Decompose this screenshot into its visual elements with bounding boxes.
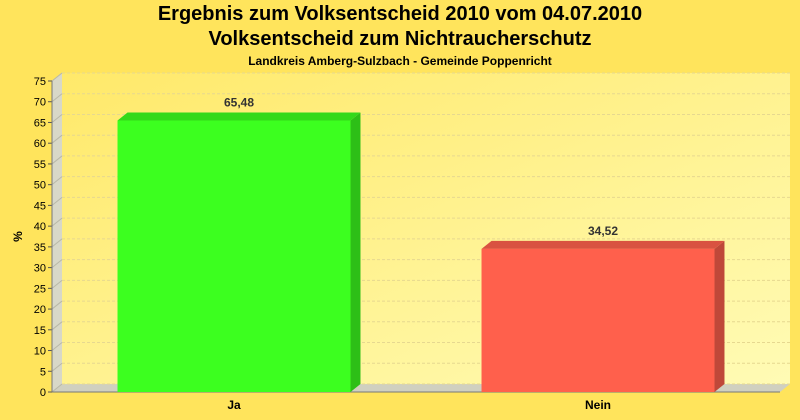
x-category-label: Nein (585, 398, 611, 412)
gridline-side (51, 93, 63, 103)
bar-value-label: 65,48 (224, 95, 254, 109)
chart-title: Ergebnis zum Volksentscheid 2010 vom 04.… (157, 3, 643, 25)
y-tick-label: 70 (34, 97, 46, 109)
bar-side-face (350, 112, 361, 393)
y-tick-label: 5 (40, 366, 46, 378)
bar-value-label: 34,52 (588, 224, 618, 238)
gridline-side (51, 72, 63, 82)
gridline-side (51, 114, 63, 123)
y-tick-label: 10 (34, 346, 46, 358)
gridline-side (51, 321, 63, 331)
bar-nein (481, 240, 725, 392)
y-tick-label: 45 (34, 200, 46, 212)
bar-ja (117, 112, 361, 393)
gridline-side (51, 217, 63, 227)
plot-side-wall (52, 73, 62, 392)
y-tick-label: 40 (34, 221, 46, 233)
gridline-side (51, 300, 63, 310)
y-tick-label: 55 (34, 159, 46, 171)
y-tick-label: 25 (34, 283, 46, 295)
bar-top-face (481, 240, 725, 249)
gridline-side (51, 383, 63, 393)
chart-subsubtitle: Landkreis Amberg-Sulzbach - Gemeinde Pop… (248, 54, 552, 68)
gridline-side (51, 155, 63, 165)
gridline-side (51, 197, 63, 206)
y-tick-label: 50 (34, 180, 46, 192)
bar-front-face (117, 120, 351, 393)
y-tick-label: 60 (34, 138, 46, 150)
gridline-side (51, 176, 63, 186)
gridline-side (51, 134, 63, 144)
bar-side-face (714, 240, 725, 392)
y-tick-label: 20 (34, 304, 46, 316)
y-tick-label: 65 (34, 117, 46, 129)
x-category-label: Ja (227, 398, 241, 412)
gridline-side (51, 342, 63, 351)
gridline-side (51, 238, 63, 248)
chart-subtitle: Volksentscheid zum Nichtraucherschutz (208, 28, 592, 50)
y-tick-label: 30 (34, 263, 46, 275)
bar-top-face (117, 112, 361, 121)
y-tick-label: 75 (34, 76, 46, 88)
gridline-side (51, 259, 63, 268)
y-tick-label: 0 (40, 387, 46, 399)
y-axis-label: % (11, 231, 25, 242)
y-tick-label: 35 (34, 242, 46, 254)
y-tick-label: 15 (34, 325, 46, 337)
gridline-side (51, 279, 63, 289)
bar-front-face (481, 248, 715, 392)
gridline-side (51, 362, 63, 372)
